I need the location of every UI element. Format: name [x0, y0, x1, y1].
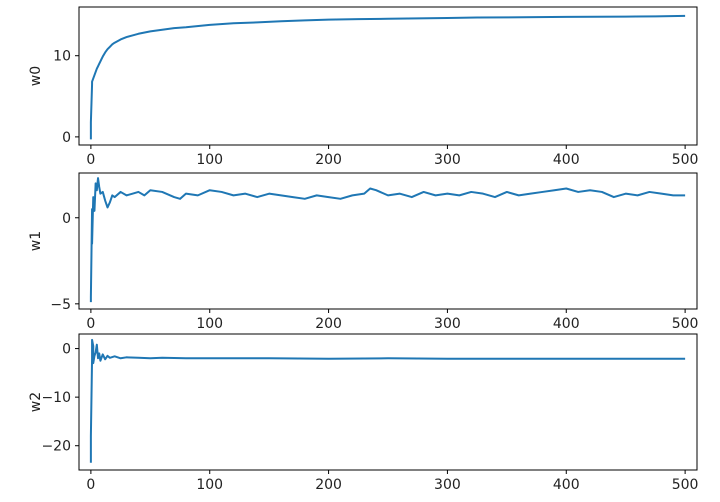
x-tick-label: 100 — [196, 316, 223, 332]
x-tick-label: 400 — [553, 152, 580, 168]
subplot-3: 0 100 200 300 400 500 −20 −10 0 w2 — [28, 333, 699, 493]
subplot-2: 0 100 200 300 400 500 −5 0 w1 — [28, 172, 699, 332]
y-tick-label: −5 — [50, 297, 71, 313]
y-axis-label: w2 — [28, 392, 44, 412]
y-tick-label: 10 — [53, 49, 71, 65]
x-tick-label: 500 — [672, 316, 699, 332]
x-tick-label: 400 — [553, 316, 580, 332]
subplot-1: 0 100 200 300 400 500 0 10 w0 — [28, 6, 699, 168]
x-tick-label: 300 — [434, 316, 461, 332]
y-axis-label: w0 — [28, 66, 44, 86]
x-tick-label: 0 — [86, 477, 95, 493]
x-tick-label: 200 — [315, 152, 342, 168]
x-tick-label: 200 — [315, 477, 342, 493]
x-tick-label: 300 — [434, 477, 461, 493]
x-tick-label: 200 — [315, 316, 342, 332]
x-tick-label: 100 — [196, 477, 223, 493]
series-line-2-1 — [89, 177, 686, 303]
axes-frame — [78, 333, 698, 471]
x-tick-label: 0 — [86, 152, 95, 168]
x-tick-label: 400 — [553, 477, 580, 493]
y-tick-label: −20 — [41, 439, 71, 455]
x-tick-label: 500 — [672, 477, 699, 493]
y-tick-label: 0 — [62, 342, 71, 358]
series-line-3-1 — [89, 338, 686, 463]
series-line-1-1 — [89, 14, 686, 140]
y-axis-label: w1 — [28, 231, 44, 251]
y-tick-label: −10 — [41, 390, 71, 406]
x-tick-label: 300 — [434, 152, 461, 168]
axes-frame — [78, 6, 698, 146]
x-tick-label: 100 — [196, 152, 223, 168]
y-tick-label: 0 — [62, 130, 71, 146]
axes-frame — [78, 172, 698, 310]
x-tick-label: 0 — [86, 316, 95, 332]
x-tick-label: 500 — [672, 152, 699, 168]
y-tick-label: 0 — [62, 211, 71, 227]
